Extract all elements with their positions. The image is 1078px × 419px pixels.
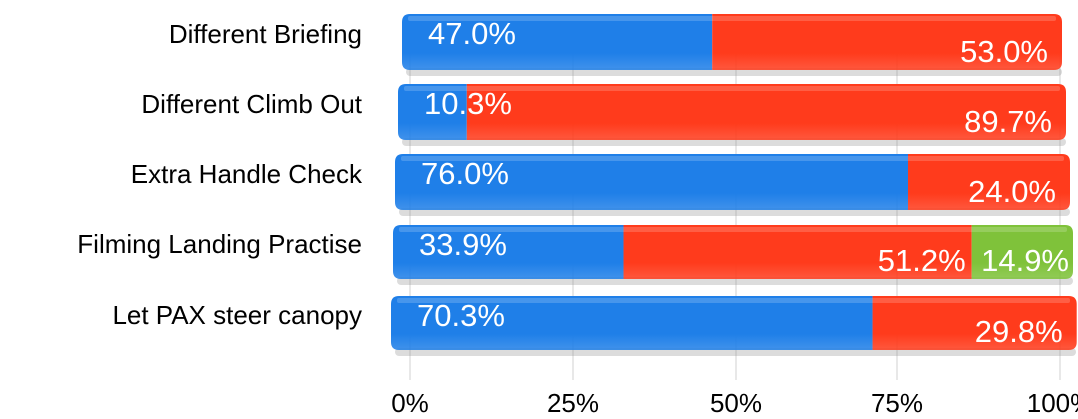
category-label: Let PAX steer canopy <box>112 300 362 330</box>
data-labels: 47.0% 53.0% 10.3% 89.7% 76.0% 24.0% 33.9% 51.2%… <box>417 16 1069 349</box>
data-label: 70.3% <box>417 298 505 333</box>
data-label: 53.0% <box>960 34 1048 69</box>
data-label: 14.9% <box>981 243 1069 278</box>
bar-segment <box>395 154 908 210</box>
x-axis-ticks: 0% 25% 50% 75% 100% <box>391 388 1078 418</box>
x-tick-label: 25% <box>547 388 599 418</box>
x-tick-label: 75% <box>871 388 923 418</box>
bar-highlight <box>408 16 1056 21</box>
bar-segment <box>971 225 1073 279</box>
data-label: 29.8% <box>975 314 1063 349</box>
bar-segment <box>908 154 1070 210</box>
x-tick-label: 0% <box>391 388 429 418</box>
data-label: 10.3% <box>424 86 512 121</box>
bar-highlight <box>399 227 1067 232</box>
data-label: 24.0% <box>968 174 1056 209</box>
data-label: 47.0% <box>428 16 516 51</box>
bar-segment <box>872 296 1077 350</box>
bar-segment <box>391 296 873 350</box>
bars <box>391 14 1077 356</box>
bar-highlight <box>401 156 1064 161</box>
data-label: 76.0% <box>421 156 509 191</box>
category-label: Filming Landing Practise <box>77 229 362 259</box>
bar-segment <box>712 14 1062 70</box>
category-label: Different Briefing <box>169 19 362 49</box>
bar-segment <box>402 14 713 70</box>
bar-highlight <box>404 86 1060 91</box>
bar-segment <box>623 225 972 279</box>
data-label: 33.9% <box>419 227 507 262</box>
bar-segment <box>466 84 1067 140</box>
bar-segment <box>393 225 624 279</box>
category-label: Different Climb Out <box>141 89 362 119</box>
bar-highlight <box>397 298 1070 303</box>
category-labels: Different Briefing Different Climb Out Ext… <box>77 19 363 330</box>
x-tick-label: 100% <box>1027 388 1078 418</box>
data-label: 89.7% <box>964 104 1052 139</box>
x-tick-label: 50% <box>710 388 762 418</box>
data-label: 51.2% <box>878 243 966 278</box>
bar-segment <box>398 84 467 140</box>
category-label: Extra Handle Check <box>131 159 363 189</box>
